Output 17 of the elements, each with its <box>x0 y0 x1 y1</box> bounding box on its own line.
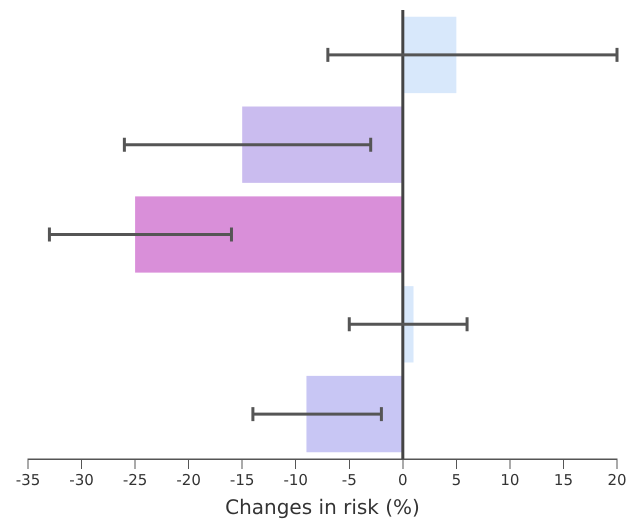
x-tick-label: 20 <box>607 470 627 489</box>
x-tick-label: -35 <box>16 470 40 489</box>
x-tick-label: 0 <box>398 470 408 489</box>
x-tick-label: 15 <box>554 470 573 489</box>
x-tick-label: 10 <box>500 470 520 489</box>
x-tick-label: -10 <box>283 470 308 489</box>
x-tick-label: -30 <box>69 470 94 489</box>
x-tick-label: -20 <box>176 470 201 489</box>
x-tick-label: 5 <box>452 470 462 489</box>
x-tick-label: -25 <box>122 470 148 489</box>
bar <box>135 196 402 273</box>
x-axis-title: Changes in risk (%) <box>225 495 420 520</box>
bar <box>403 16 456 94</box>
bar <box>306 376 402 452</box>
x-tick-label: -15 <box>230 470 254 489</box>
x-tick-label: -5 <box>342 470 357 489</box>
bar <box>242 106 402 183</box>
